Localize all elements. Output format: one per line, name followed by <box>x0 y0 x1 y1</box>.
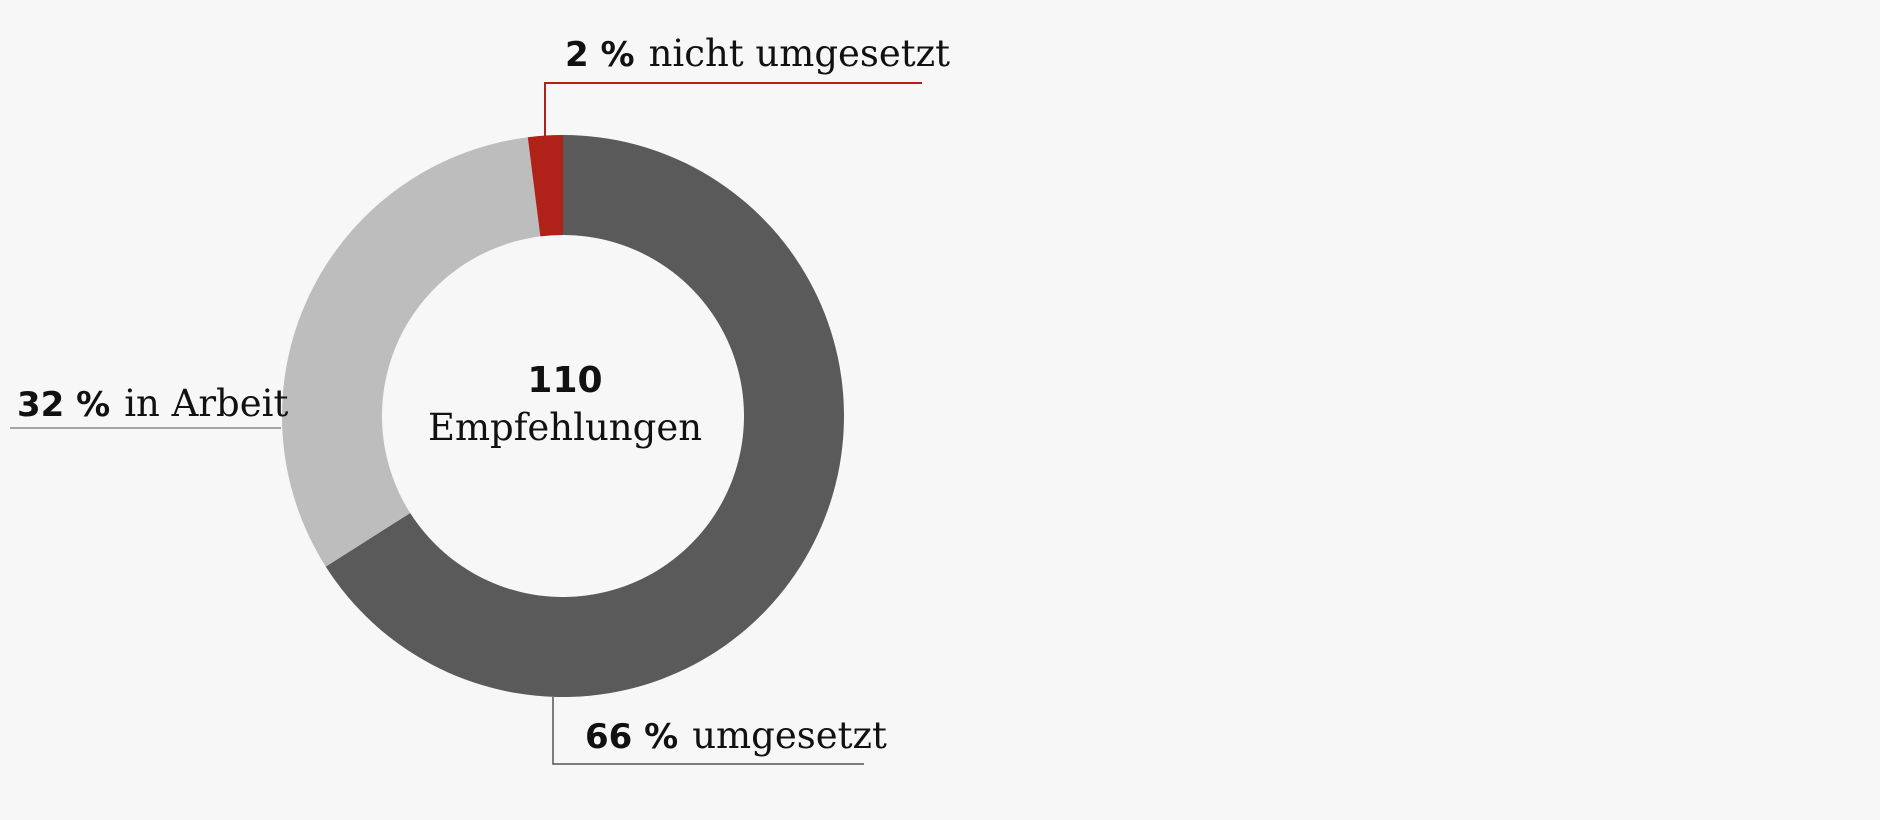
text-nicht-umgesetzt: nicht umgesetzt <box>649 32 951 75</box>
text-umgesetzt: umgesetzt <box>692 714 887 757</box>
center-caption: Empfehlungen <box>428 406 702 449</box>
leader-line-umgesetzt <box>552 697 864 765</box>
center-count: 110 <box>527 360 602 401</box>
slice-nicht-umgesetzt <box>527 135 563 237</box>
pct-in-arbeit: 32 % <box>17 385 110 425</box>
label-umgesetzt: 66 % umgesetzt <box>585 714 887 757</box>
slice-umgesetzt <box>325 135 844 697</box>
pct-umgesetzt: 66 % <box>585 717 678 757</box>
slice-in-arbeit <box>282 137 541 567</box>
text-in-arbeit: in Arbeit <box>124 382 288 425</box>
donut-slices <box>282 135 844 697</box>
pct-nicht-umgesetzt: 2 % <box>565 35 635 75</box>
label-nicht-umgesetzt: 2 % nicht umgesetzt <box>565 32 950 75</box>
leader-line-nicht-umgesetzt <box>544 82 922 137</box>
label-in-arbeit: 32 % in Arbeit <box>17 382 288 425</box>
